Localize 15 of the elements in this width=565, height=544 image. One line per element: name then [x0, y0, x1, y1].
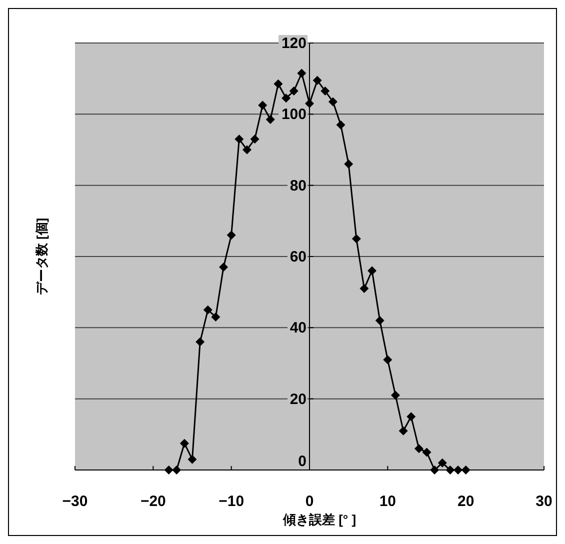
- y-tick-label: 0: [298, 453, 306, 470]
- y-tick-label: 80: [290, 177, 306, 194]
- x-tick-label: −30: [62, 493, 88, 510]
- x-tick-label: 30: [536, 493, 552, 510]
- y-tick-label: 20: [290, 390, 306, 408]
- x-tick-label: 10: [379, 493, 396, 510]
- y-axis-title: データ数 [個]: [34, 218, 49, 296]
- x-tick-label: 20: [457, 493, 474, 510]
- y-tick-label: 60: [290, 248, 306, 266]
- x-tick-label: −20: [140, 493, 166, 510]
- x-axis-title: 傾き誤差 [° ]: [282, 512, 356, 527]
- x-tick-label: −10: [218, 493, 244, 510]
- y-tick-label: 120: [281, 35, 306, 52]
- y-tick-label: 100: [281, 106, 306, 124]
- y-tick-label: 40: [290, 320, 306, 337]
